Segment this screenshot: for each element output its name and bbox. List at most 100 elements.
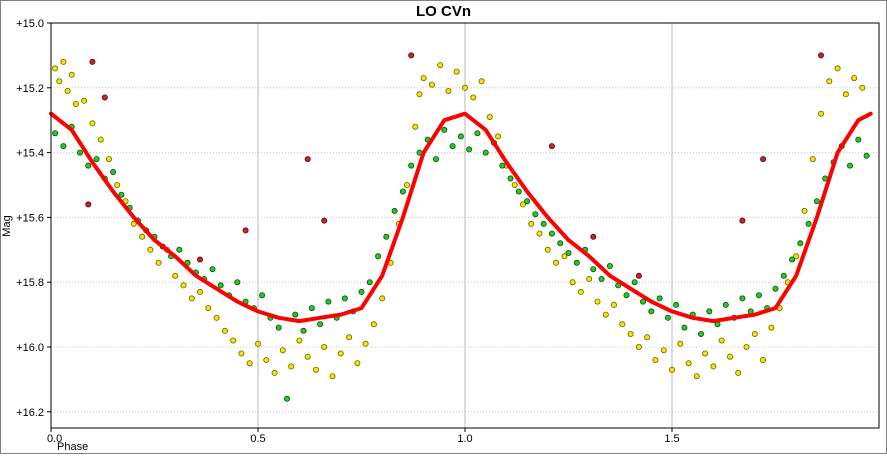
data-point bbox=[648, 308, 655, 315]
fit-curve-layer bbox=[49, 111, 873, 324]
data-point bbox=[735, 369, 742, 376]
data-point bbox=[416, 91, 423, 98]
data-point bbox=[470, 94, 477, 101]
data-point bbox=[515, 188, 522, 195]
data-point bbox=[147, 246, 154, 253]
data-point bbox=[279, 347, 286, 354]
data-point bbox=[859, 84, 866, 91]
data-point bbox=[221, 327, 228, 334]
data-point bbox=[68, 71, 75, 78]
data-point bbox=[524, 198, 531, 205]
data-point bbox=[652, 356, 659, 363]
data-point bbox=[693, 373, 700, 380]
data-point bbox=[457, 133, 464, 140]
data-point bbox=[85, 162, 92, 169]
data-point bbox=[755, 292, 762, 299]
data-point bbox=[379, 295, 386, 302]
data-point bbox=[304, 353, 311, 360]
data-point bbox=[445, 88, 452, 95]
data-point bbox=[217, 282, 224, 289]
data-point bbox=[660, 347, 667, 354]
data-point bbox=[85, 201, 92, 208]
y-tick-label: +15.6 bbox=[16, 212, 44, 224]
data-point bbox=[366, 279, 373, 286]
data-point bbox=[863, 152, 870, 159]
y-tick-label: +16.0 bbox=[16, 342, 44, 354]
data-point bbox=[391, 207, 398, 214]
data-point bbox=[81, 97, 88, 104]
data-point bbox=[52, 65, 59, 72]
data-point bbox=[77, 149, 84, 156]
data-point bbox=[851, 75, 858, 82]
data-point bbox=[408, 162, 415, 169]
x-tick-label: 0.5 bbox=[250, 433, 265, 445]
data-point bbox=[312, 366, 319, 373]
y-tick-label: +15.8 bbox=[16, 277, 44, 289]
data-point bbox=[855, 136, 862, 143]
data-point bbox=[809, 156, 816, 163]
data-point bbox=[296, 337, 303, 344]
data-point bbox=[664, 314, 671, 321]
data-point bbox=[801, 207, 808, 214]
data-point bbox=[110, 168, 117, 175]
data-point bbox=[89, 58, 96, 65]
x-tick-label: 0.0 bbox=[47, 433, 62, 445]
data-point bbox=[321, 217, 328, 224]
data-point bbox=[383, 233, 390, 240]
data-point bbox=[259, 292, 266, 299]
data-point bbox=[238, 350, 245, 357]
data-point bbox=[826, 78, 833, 85]
y-tick-label: +15.4 bbox=[16, 148, 44, 160]
data-point bbox=[346, 334, 353, 341]
data-point bbox=[155, 259, 162, 266]
data-point bbox=[797, 240, 804, 247]
data-point bbox=[60, 58, 67, 65]
data-point bbox=[300, 327, 307, 334]
x-tick-label: 1.5 bbox=[664, 433, 679, 445]
data-point bbox=[772, 285, 779, 292]
data-point bbox=[428, 81, 435, 88]
y-tick-label: +15.0 bbox=[16, 18, 44, 30]
data-point bbox=[780, 272, 787, 279]
data-point bbox=[768, 324, 775, 331]
data-point bbox=[453, 68, 460, 75]
data-point bbox=[432, 156, 439, 163]
data-point bbox=[89, 120, 96, 127]
data-point bbox=[495, 133, 502, 140]
data-point bbox=[793, 253, 800, 260]
data-point bbox=[325, 298, 332, 305]
data-point bbox=[275, 324, 282, 331]
data-point bbox=[644, 334, 651, 341]
data-point bbox=[114, 181, 121, 188]
x-axis-label: Phase bbox=[57, 441, 88, 453]
data-point bbox=[106, 156, 113, 163]
data-point bbox=[412, 123, 419, 130]
data-point bbox=[565, 249, 572, 256]
data-point bbox=[242, 227, 249, 234]
data-point bbox=[590, 266, 597, 273]
data-point bbox=[619, 321, 626, 328]
data-point bbox=[209, 266, 216, 273]
data-point bbox=[292, 311, 299, 318]
data-point bbox=[196, 288, 203, 295]
data-point bbox=[702, 350, 709, 357]
data-point bbox=[710, 363, 717, 370]
data-point bbox=[520, 201, 527, 208]
data-point bbox=[557, 240, 564, 247]
data-point bbox=[474, 130, 481, 137]
data-point bbox=[52, 130, 59, 137]
data-point bbox=[718, 337, 725, 344]
y-tick-label: +15.2 bbox=[16, 83, 44, 95]
data-point bbox=[507, 175, 514, 182]
data-point bbox=[681, 324, 688, 331]
data-point bbox=[461, 84, 468, 91]
data-point bbox=[97, 136, 104, 143]
data-point bbox=[478, 78, 485, 85]
data-point bbox=[611, 301, 618, 308]
data-point bbox=[685, 360, 692, 367]
fit-curve bbox=[49, 111, 873, 324]
data-point bbox=[246, 360, 253, 367]
data-point bbox=[354, 360, 361, 367]
data-point bbox=[739, 295, 746, 302]
data-point bbox=[482, 149, 489, 156]
